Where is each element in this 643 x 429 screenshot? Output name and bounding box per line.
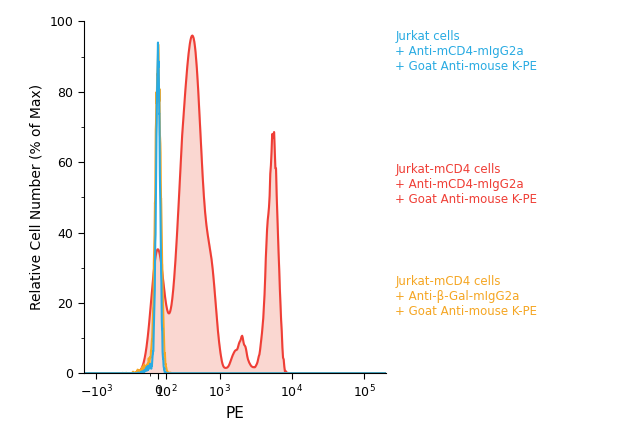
Text: Jurkat cells
+ Anti-mCD4-mIgG2a
+ Goat Anti-mouse K-PE: Jurkat cells + Anti-mCD4-mIgG2a + Goat A… [395,30,538,73]
Text: Jurkat-mCD4 cells
+ Anti-β-Gal-mIgG2a
+ Goat Anti-mouse K-PE: Jurkat-mCD4 cells + Anti-β-Gal-mIgG2a + … [395,275,538,317]
Y-axis label: Relative Cell Number (% of Max): Relative Cell Number (% of Max) [30,84,44,311]
X-axis label: PE: PE [225,406,244,421]
Text: Jurkat-mCD4 cells
+ Anti-mCD4-mIgG2a
+ Goat Anti-mouse K-PE: Jurkat-mCD4 cells + Anti-mCD4-mIgG2a + G… [395,163,538,206]
